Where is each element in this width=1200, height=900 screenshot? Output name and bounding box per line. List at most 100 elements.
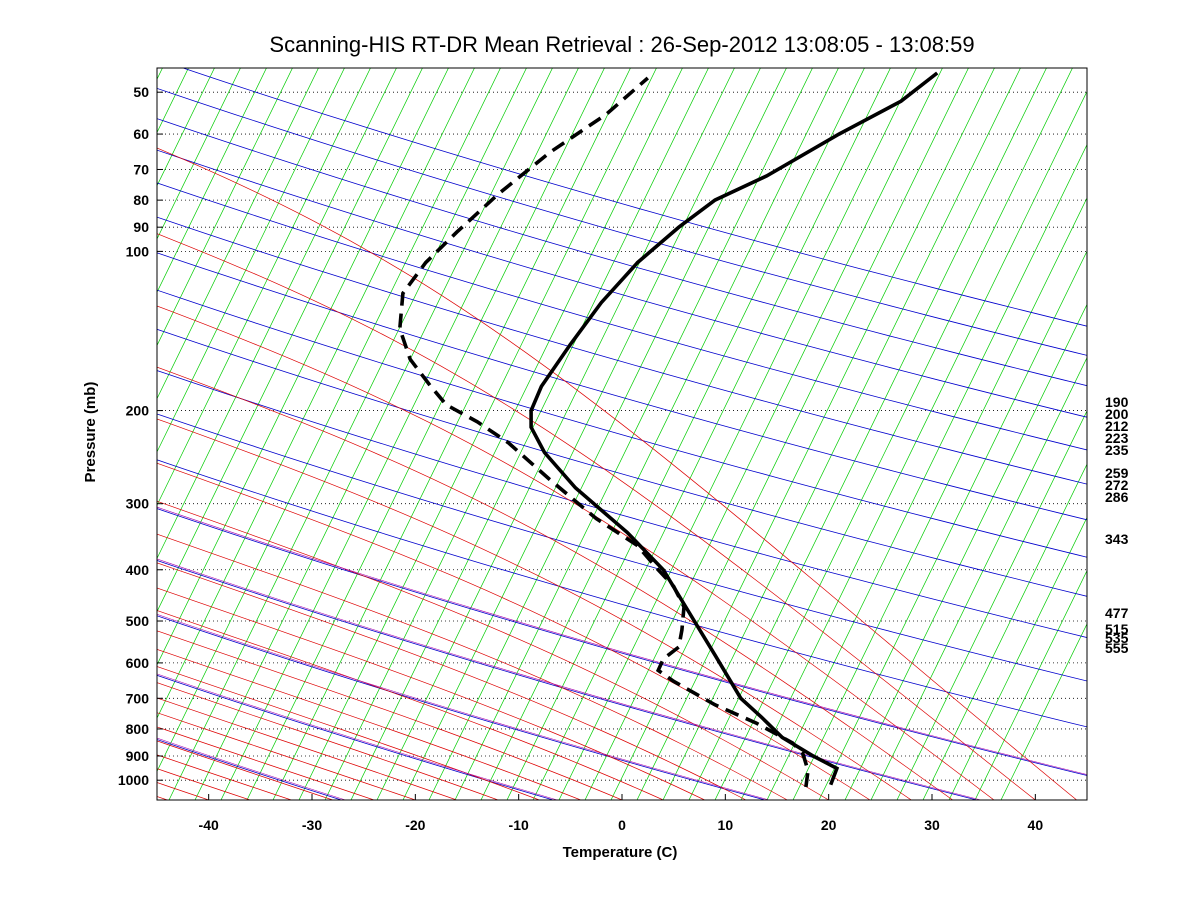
x-tick-label: 40 [1028,817,1044,833]
dry-adiabat-line [157,370,1087,638]
mixing-ratio-line [157,68,293,347]
mixing-ratio-line [157,68,319,400]
x-tick-label: -20 [405,817,425,833]
overlay-line [157,558,981,800]
moist-adiabat-line [157,666,540,800]
moist-adiabat-line [157,305,995,800]
right-side-label: 190 [1105,394,1129,410]
right-side-label: 515 [1105,621,1129,637]
moist-adiabat-line [157,610,664,800]
dry-adiabat-line [157,216,1087,485]
mixing-ratio-line [157,68,371,506]
right-side-label: 286 [1105,489,1129,505]
dry-adiabat-line [157,118,1087,387]
overlay-line [157,613,770,800]
mixing-ratio-line [454,68,813,800]
mixing-ratio-line [506,68,865,800]
mixing-ratio-line [896,410,1087,800]
y-axis-ticks: 50 60 70 80 90 100 200 300 400 500 600 700 800 900 100… [118,84,163,788]
mixing-ratio-line [376,68,735,800]
mixing-ratio-line [220,68,579,800]
mixing-ratio-line [870,356,1087,800]
mixing-ratio-line [766,143,1087,800]
y-axis-label: Pressure (mb) [82,382,99,483]
mixing-ratio-line [298,68,657,800]
x-tick-label: -30 [302,817,322,833]
y-tick-label: 400 [126,562,150,578]
y-tick-label: 300 [126,496,150,512]
right-side-label: 212 [1105,418,1129,434]
mixing-ratio-line [636,68,995,800]
x-tick-label: -10 [509,817,529,833]
dry-adiabat-line [157,674,554,800]
overlay-line [157,673,558,800]
right-side-label: 223 [1105,430,1129,446]
mixing-ratio-line [558,68,917,800]
mixing-ratio-line [662,68,1021,800]
moist-adiabat-line [157,418,912,800]
overlay-line [157,506,1087,775]
mixing-ratio-line [194,68,553,800]
x-tick-label: 0 [618,817,626,833]
dry-adiabat-line [157,289,1087,558]
mixing-ratio-line [246,68,605,800]
x-tick-label: 30 [924,817,940,833]
mixing-ratio-line [402,68,761,800]
mixing-ratio-line [272,68,631,800]
mixing-ratio-line [610,68,969,800]
x-tick-label: 20 [821,817,837,833]
mixing-ratio-line [157,68,501,773]
moist-adiabat-line [157,366,953,800]
mixing-ratio-line [157,68,449,666]
right-side-label: 535 [1105,630,1129,646]
mixing-ratio-line [818,250,1087,800]
mixing-ratio-line [948,516,1087,800]
dry-adiabat-line [157,459,1087,728]
thermodynamic-background-lines [157,68,1087,800]
mixing-ratio-line [584,68,943,800]
moist-adiabat-line [157,587,705,800]
y-tick-label: 600 [126,655,150,671]
y-tick-label: 900 [126,748,150,764]
mixing-ratio-line [974,569,1087,800]
dry-adiabat-line [157,328,1087,597]
temperature-series-line [529,71,939,786]
moist-adiabat-line [157,500,829,800]
moist-adiabat-line [157,649,581,800]
mixing-ratio-line [792,197,1087,800]
y-tick-label: 700 [126,690,150,706]
dry-adiabat-line [157,182,1087,451]
mixing-ratio-line [688,68,1047,800]
dry-adiabat-line [157,149,1087,418]
right-side-label: 477 [1105,605,1129,621]
mixing-ratio-line [740,90,1087,800]
dry-adiabat-line [157,508,1087,776]
y-tick-label: 60 [133,126,149,142]
mixing-ratio-line [844,303,1087,800]
y-tick-label: 100 [126,243,150,259]
right-side-label: 259 [1105,465,1129,481]
y-tick-label: 50 [133,84,149,100]
mixing-ratio-line [168,68,527,800]
mixing-ratio-line [157,68,397,560]
dry-adiabat-line [181,68,1087,327]
right-side-label: 555 [1105,640,1129,656]
moist-adiabat-line [157,147,1077,800]
mixing-ratio-line [428,68,787,800]
y-tick-label: 200 [126,403,150,419]
x-axis-ticks: -40 -30 -20 -10 0 10 20 30 40 [199,794,1044,833]
y-tick-label: 70 [133,161,149,177]
y-tick-label: 800 [126,721,150,737]
pressure-gridlines [157,91,1087,781]
moist-adiabat-line [157,462,871,800]
moist-adiabat-line [157,630,623,800]
right-side-label: 343 [1105,531,1129,547]
mixing-ratio-line [1000,623,1087,800]
x-tick-label: 10 [718,817,734,833]
mixing-ratio-line [922,463,1087,800]
moist-adiabat-line [157,233,1036,800]
dry-adiabat-line [157,559,977,800]
moist-adiabat-line [157,562,747,800]
mixing-ratio-line [532,68,891,800]
